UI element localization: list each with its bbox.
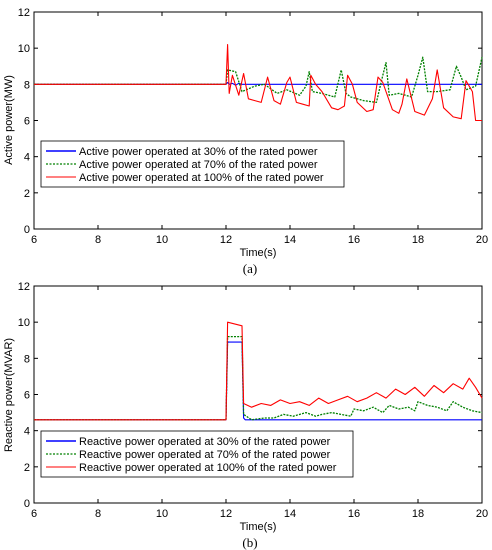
legend-label-a-2: Active power operated at 100% of the rat… xyxy=(79,172,324,184)
series-line-a-1 xyxy=(34,56,483,104)
x-axis-label-b: Time(s) xyxy=(240,521,277,533)
y-axis-label-a: Active power(MW) xyxy=(3,75,15,165)
x-tick-label: 20 xyxy=(476,508,488,520)
legend-box-b xyxy=(40,430,354,478)
x-tick-label: 6 xyxy=(31,508,37,520)
y-tick-label: 12 xyxy=(18,7,30,19)
legend-label-b-1: Reactive power operated at 70% of the ra… xyxy=(79,449,331,461)
series-group-b xyxy=(34,321,483,421)
y-tick-label: 4 xyxy=(24,426,30,438)
y-tick-label: 6 xyxy=(24,116,30,128)
y-tick-labels-a: 0 2 4 6 8 10 12 xyxy=(18,7,30,236)
y-axis-label-b: Reactive power(MVAR) xyxy=(3,338,15,452)
x-tick-labels-b: 6 8 10 12 14 16 18 20 xyxy=(31,508,488,520)
legend-label-b-0: Reactive power operated at 30% of the ra… xyxy=(79,436,331,448)
caption-b: (b) xyxy=(242,535,257,550)
x-tick-label: 20 xyxy=(476,234,488,246)
x-tick-label: 16 xyxy=(348,508,360,520)
y-tick-label: 0 xyxy=(24,224,30,236)
x-tick-label: 10 xyxy=(156,508,168,520)
series-line-b-1 xyxy=(34,335,483,421)
y-tick-label: 4 xyxy=(24,152,30,164)
x-tick-label: 18 xyxy=(412,234,424,246)
x-tick-label: 12 xyxy=(220,234,232,246)
x-tick-label: 8 xyxy=(95,508,101,520)
legend-label-a-0: Active power operated at 30% of the rate… xyxy=(79,146,318,158)
x-tick-labels-a: 6 8 10 12 14 16 18 20 xyxy=(31,234,488,246)
y-tick-label: 2 xyxy=(24,462,30,474)
plot-area-a xyxy=(33,11,483,230)
y-tick-label: 0 xyxy=(24,498,30,510)
y-tick-labels-b: 0 2 4 6 8 10 12 xyxy=(18,281,30,510)
x-tick-label: 14 xyxy=(284,508,296,520)
y-tick-label: 8 xyxy=(24,79,30,91)
x-tick-label: 18 xyxy=(412,508,424,520)
legend-b: Reactive power operated at 30% of the ra… xyxy=(40,430,354,478)
series-group-a xyxy=(34,44,483,122)
x-tick-label: 8 xyxy=(95,234,101,246)
legend-label-b-2: Reactive power operated at 100% of the r… xyxy=(79,462,337,474)
y-tick-label: 10 xyxy=(18,317,30,329)
series-line-b-2 xyxy=(34,321,483,421)
y-tick-label: 6 xyxy=(24,390,30,402)
tick-marks-b xyxy=(33,285,483,504)
x-tick-label: 16 xyxy=(348,234,360,246)
x-axis-label-a: Time(s) xyxy=(240,247,277,259)
x-tick-label: 14 xyxy=(284,234,296,246)
chart-b: 6 8 10 12 14 16 18 20 0 2 4 6 8 10 12 Time(s) Reactiv… xyxy=(3,281,488,550)
chart-a: 6 8 10 12 14 16 18 20 0 2 4 6 8 10 12 Time(s) Active … xyxy=(3,7,488,276)
x-tick-label: 10 xyxy=(156,234,168,246)
x-tick-label: 6 xyxy=(31,234,37,246)
y-tick-label: 8 xyxy=(24,353,30,365)
x-tick-label: 12 xyxy=(220,508,232,520)
y-tick-label: 12 xyxy=(18,281,30,293)
legend-label-a-1: Active power operated at 70% of the rate… xyxy=(79,159,318,171)
y-tick-label: 2 xyxy=(24,188,30,200)
legend-box-a xyxy=(40,140,345,188)
y-tick-label: 10 xyxy=(18,43,30,55)
caption-a: (a) xyxy=(243,261,257,276)
legend-a: Active power operated at 30% of the rate… xyxy=(40,140,345,188)
series-line-a-2 xyxy=(34,44,482,122)
